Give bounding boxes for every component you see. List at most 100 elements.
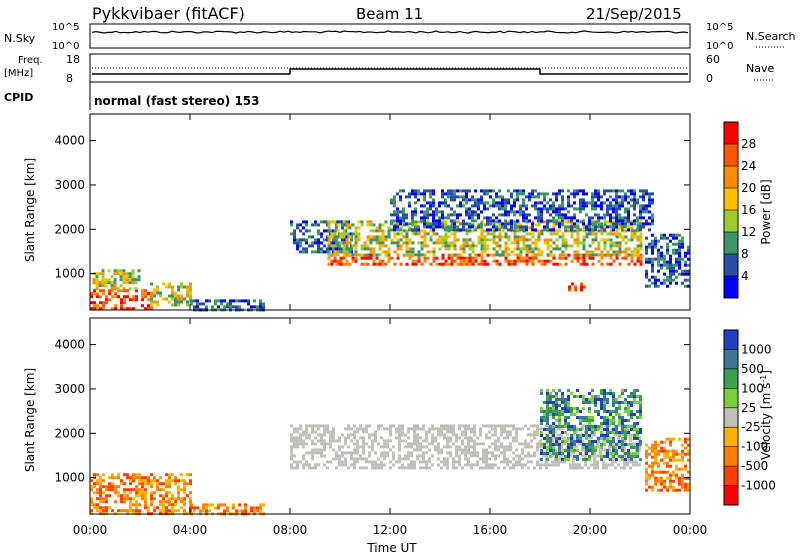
data-cell — [635, 463, 638, 467]
data-cell — [474, 228, 477, 232]
data-cell — [687, 263, 690, 267]
data-cell — [537, 195, 540, 199]
data-cell — [618, 216, 621, 220]
data-cell — [407, 430, 410, 434]
data-cell — [323, 445, 326, 449]
data-cell — [531, 250, 535, 254]
data-cell — [624, 250, 628, 254]
data-cell — [546, 210, 549, 214]
data-cell — [636, 452, 639, 455]
data-cell — [241, 299, 244, 303]
data-cell — [470, 451, 473, 455]
data-cell — [468, 247, 472, 251]
data-cell — [503, 454, 506, 458]
data-cell — [506, 424, 509, 428]
data-cell — [485, 463, 488, 467]
data-cell — [461, 448, 464, 452]
y-tick-label: 2000 — [54, 222, 85, 236]
data-cell — [597, 195, 600, 199]
data-cell — [543, 428, 546, 431]
data-cell — [621, 256, 625, 260]
data-cell — [648, 485, 651, 489]
data-cell — [567, 446, 570, 449]
data-cell — [500, 451, 503, 455]
data-cell — [639, 241, 643, 245]
data-cell — [585, 235, 589, 239]
data-cell — [362, 442, 365, 446]
data-cell — [480, 195, 483, 199]
data-cell — [509, 460, 512, 464]
data-cell — [452, 424, 455, 428]
data-cell — [320, 250, 323, 254]
data-cell — [639, 220, 643, 224]
data-cell — [116, 287, 120, 291]
data-cell — [101, 278, 105, 282]
data-cell — [636, 434, 639, 437]
data-cell — [290, 436, 293, 440]
data-cell — [174, 482, 177, 486]
data-cell — [558, 419, 561, 422]
data-cell — [645, 260, 648, 264]
data-cell — [611, 463, 614, 467]
data-cell — [425, 466, 428, 470]
data-cell — [579, 395, 582, 398]
data-cell — [564, 425, 567, 428]
data-cell — [510, 210, 513, 214]
data-cell — [558, 398, 561, 401]
data-cell — [633, 207, 636, 211]
data-cell — [501, 222, 504, 226]
data-cell — [582, 398, 585, 401]
data-cell — [387, 235, 391, 239]
data-cell — [612, 428, 615, 431]
data-cell — [308, 229, 311, 233]
data-cell — [609, 458, 612, 461]
data-cell — [380, 466, 383, 470]
data-cell — [510, 192, 513, 196]
data-cell — [570, 228, 573, 232]
data-cell — [657, 248, 660, 252]
data-cell — [350, 457, 353, 461]
data-cell — [585, 446, 588, 449]
data-cell — [372, 247, 376, 251]
data-cell — [389, 460, 392, 464]
data-cell — [573, 407, 576, 410]
data-cell — [540, 392, 543, 395]
data-cell — [308, 424, 311, 428]
data-cell — [374, 451, 377, 455]
data-cell — [501, 201, 504, 205]
data-cell — [572, 463, 575, 467]
data-cell — [594, 189, 597, 193]
data-cell — [320, 436, 323, 440]
data-cell — [363, 247, 367, 251]
data-cell — [141, 476, 144, 480]
data-cell — [603, 238, 607, 242]
data-cell — [645, 257, 648, 261]
data-cell — [464, 427, 467, 431]
data-cell — [582, 253, 586, 257]
data-cell — [417, 198, 420, 202]
data-cell — [429, 235, 433, 239]
data-cell — [438, 238, 442, 242]
data-cell — [588, 225, 591, 229]
data-cell — [525, 219, 528, 223]
data-cell — [594, 201, 597, 205]
data-cell — [473, 427, 476, 431]
data-cell — [491, 451, 494, 455]
data-cell — [426, 207, 429, 211]
data-cell — [429, 229, 433, 233]
data-cell — [563, 436, 566, 440]
data-cell — [615, 241, 619, 245]
data-cell — [464, 463, 467, 467]
data-cell — [525, 238, 529, 242]
data-cell — [537, 247, 541, 251]
data-cell — [150, 303, 153, 307]
data-cell — [354, 241, 358, 245]
data-cell — [320, 433, 323, 437]
data-cell — [417, 259, 421, 263]
data-cell — [509, 430, 512, 434]
time-xlabel: Time UT — [366, 541, 417, 554]
data-cell — [678, 263, 681, 267]
data-cell — [582, 204, 585, 208]
data-cell — [330, 253, 334, 257]
data-cell — [573, 195, 576, 199]
